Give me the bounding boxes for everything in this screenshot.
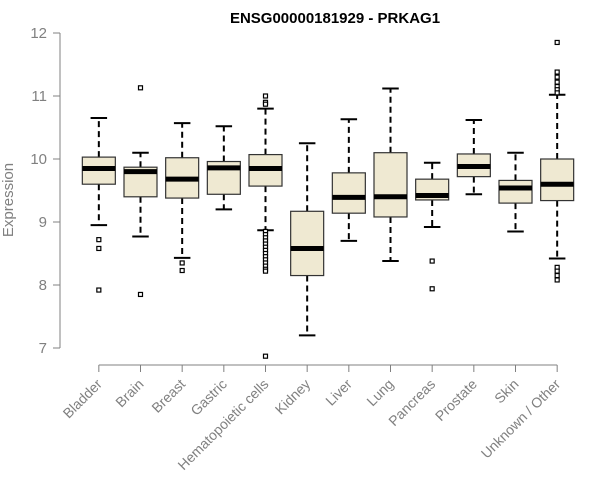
outlier-point bbox=[554, 39, 560, 46]
x-tick-label-breast: Breast bbox=[148, 376, 188, 416]
outlier-point bbox=[262, 101, 269, 107]
y-tick-label: 11 bbox=[31, 88, 47, 105]
iqr-box bbox=[290, 210, 325, 277]
box-gastric bbox=[206, 125, 241, 211]
y-tick-label: 10 bbox=[30, 151, 47, 168]
box-breast bbox=[165, 122, 200, 274]
iqr-box bbox=[373, 152, 408, 218]
y-tick-label: 8 bbox=[39, 277, 47, 294]
y-tick-label: 12 bbox=[30, 25, 47, 42]
outlier-point bbox=[262, 268, 269, 274]
x-tick-label-bladder: Bladder bbox=[60, 376, 106, 422]
x-tick-label-kidney: Kidney bbox=[272, 376, 314, 418]
outlier-point bbox=[554, 268, 560, 274]
box-skin bbox=[498, 151, 533, 233]
outlier-point bbox=[179, 267, 185, 274]
box-lung bbox=[373, 87, 408, 263]
x-tick-label-prostate: Prostate bbox=[432, 376, 480, 424]
outlier-point bbox=[96, 245, 102, 252]
x-tick-label-liver: Liver bbox=[322, 376, 355, 409]
iqr-box bbox=[498, 179, 533, 204]
outlier-point bbox=[262, 93, 269, 99]
y-tick-label: 9 bbox=[39, 214, 47, 231]
outlier-point bbox=[262, 353, 269, 359]
outlier-point bbox=[554, 69, 560, 75]
plot-area bbox=[81, 39, 575, 359]
box-unknown-other bbox=[540, 39, 575, 283]
outlier-point bbox=[554, 90, 560, 96]
y-axis: 7 8 9 10 11 12 bbox=[30, 25, 61, 357]
y-tick-label: 7 bbox=[39, 340, 47, 357]
iqr-box bbox=[331, 172, 366, 214]
outlier-point bbox=[96, 237, 102, 243]
box-kidney bbox=[290, 142, 325, 337]
outlier-point bbox=[429, 258, 435, 264]
box-hematopoietic-cells bbox=[248, 93, 283, 359]
x-tick-label-unknown-other: Unknown / Other bbox=[478, 376, 564, 462]
outlier-point bbox=[429, 286, 435, 292]
iqr-box bbox=[540, 158, 575, 202]
box-bladder bbox=[81, 117, 116, 293]
x-tick-label-skin: Skin bbox=[491, 376, 522, 407]
outlier-point bbox=[96, 287, 102, 293]
box-prostate bbox=[456, 118, 491, 196]
chart-title: ENSG00000181929 - PRKAG1 bbox=[230, 10, 440, 27]
box-liver bbox=[331, 118, 366, 242]
box-pancreas bbox=[415, 161, 450, 292]
x-tick-label-brain: Brain bbox=[112, 376, 146, 410]
outlier-point bbox=[554, 272, 560, 279]
outlier-point bbox=[179, 260, 185, 266]
y-axis-title: Expression bbox=[0, 163, 17, 237]
outlier-point bbox=[554, 74, 560, 80]
outlier-point bbox=[137, 85, 144, 91]
x-tick-label-lung: Lung bbox=[363, 376, 396, 409]
outlier-point bbox=[137, 291, 144, 298]
outlier-point bbox=[554, 79, 560, 85]
box-brain bbox=[123, 85, 158, 298]
outlier-point bbox=[554, 277, 560, 283]
